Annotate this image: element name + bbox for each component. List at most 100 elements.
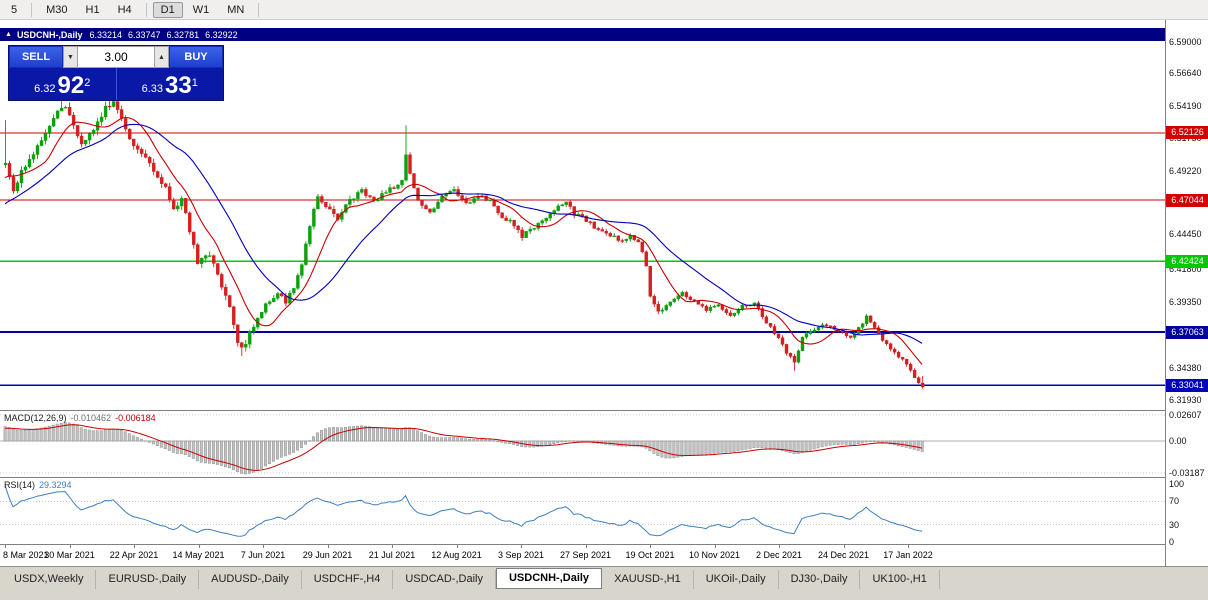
timeframe-button-h4[interactable]: H4 <box>117 3 132 16</box>
price-level-badge: 6.47044 <box>1166 193 1208 207</box>
ask-price-prefix: 6.33 <box>141 83 164 95</box>
chart-tab-xauusd-h1[interactable]: XAUUSD-,H1 <box>602 570 694 589</box>
price-axis-label: 6.44450 <box>1169 229 1202 240</box>
date-tick <box>714 545 716 548</box>
volume-input[interactable]: 3.00 <box>78 46 154 68</box>
date-axis-label: 27 Sep 2021 <box>559 550 612 560</box>
price-level-badge: 6.42424 <box>1166 254 1208 268</box>
date-axis-label: 8 Mar 2021 <box>3 550 49 560</box>
chart-symbol-label: USDCNH-,Daily <box>16 29 83 40</box>
ohlc-close: 6.32922 <box>205 29 238 40</box>
date-tick <box>5 545 6 548</box>
sell-button[interactable]: SELL <box>9 46 63 68</box>
chart-tab-ukoil-daily[interactable]: UKOil-,Daily <box>694 570 779 589</box>
timeframe-button-d1[interactable]: D1 <box>152 1 183 18</box>
chart-tab-usdchf-h4[interactable]: USDCHF-,H4 <box>302 570 394 589</box>
date-tick <box>327 545 329 548</box>
panel-divider[interactable] <box>0 410 1208 411</box>
date-axis[interactable]: 8 Mar 2021 30 Mar 2021 22 Apr 2021 14 May 2… <box>0 545 1165 565</box>
date-axis-label: 17 Jan 2022 <box>883 550 933 560</box>
timeframe-button-m30[interactable]: M30 <box>46 3 68 16</box>
rsi-name: RSI(14) <box>4 480 36 490</box>
volume-dropdown-button[interactable]: ▼ <box>63 46 78 68</box>
chart-title-bar[interactable]: ▲ USDCNH-,Daily 6.33214 6.33747 6.32781 … <box>0 28 1208 41</box>
date-tick <box>134 545 135 548</box>
buy-button[interactable]: BUY <box>169 46 223 68</box>
date-tick <box>779 545 780 548</box>
timeframe-button-mn[interactable]: MN <box>227 3 245 16</box>
price-axis-label: 6.59000 <box>1169 37 1202 47</box>
rsi-value: 29.3294 <box>39 480 72 490</box>
date-tick <box>456 545 458 548</box>
ohlc-open: 6.33214 <box>89 29 122 40</box>
date-axis-label: 19 Oct 2021 <box>625 550 675 560</box>
date-tick <box>198 545 200 548</box>
volume-stepper[interactable]: ▲ <box>154 46 169 68</box>
rsi-chart-canvas[interactable] <box>0 478 1165 544</box>
chart-tabs: USDX,Weekly EURUSD-,Daily AUDUSD-,Daily USD… <box>0 567 1208 589</box>
trade-controls-row: SELL ▼ 3.00 ▲ BUY <box>9 46 223 68</box>
chart-tab-usdx-weekly[interactable]: USDX,Weekly <box>2 570 97 589</box>
price-axis[interactable]: 6.590006.566406.541906.517506.492206.467… <box>1165 20 1208 566</box>
chart-tab-bar: USDX,Weekly EURUSD-,Daily AUDUSD-,Daily USD… <box>0 566 1208 600</box>
date-axis-label: 12 Aug 2021 <box>431 550 482 560</box>
date-axis-label: 7 Jun 2021 <box>240 550 286 560</box>
price-level-badge: 6.37063 <box>1166 325 1208 339</box>
date-tick <box>908 545 909 548</box>
rsi-axis-label: 100 <box>1169 479 1185 489</box>
collapse-icon[interactable]: ▲ <box>5 31 12 38</box>
macd-axis-label: 0.00 <box>1169 436 1187 446</box>
chart-tab-uk100-h1[interactable]: UK100-,H1 <box>860 570 940 589</box>
date-tick <box>521 545 522 548</box>
bid-price-prefix: 6.32 <box>34 83 56 95</box>
date-axis-label: 14 May 2021 <box>172 550 225 560</box>
date-tick <box>69 545 71 548</box>
trade-prices-row: 6.32 92 2 6.33 33 1 <box>9 68 223 100</box>
date-axis-label: 2 Dec 2021 <box>755 550 803 560</box>
date-axis-label: 21 Jul 2021 <box>368 550 416 560</box>
panel-divider <box>0 544 1208 545</box>
chart-tab-audusd-daily[interactable]: AUDUSD-,Daily <box>199 570 302 589</box>
toolbar-separator <box>258 2 260 17</box>
price-chart-canvas[interactable] <box>0 41 1165 410</box>
date-axis-label: 30 Mar 2021 <box>44 550 95 560</box>
ask-price[interactable]: 6.33 33 1 <box>117 68 224 100</box>
timeframe-toolbar: 5 M30 H1 H4 D1 W1 MN <box>0 0 1208 20</box>
chart-tab-usdcnh-daily[interactable]: USDCNH-,Daily <box>495 568 603 589</box>
price-axis-label: 6.54190 <box>1169 100 1202 111</box>
price-axis-label: 6.31930 <box>1169 395 1202 405</box>
ohlc-low: 6.32781 <box>166 29 200 40</box>
bid-price-pip-digit: 2 <box>84 77 91 89</box>
toolbar-separator <box>31 2 33 17</box>
rsi-indicator-label: RSI(14) 29.3294 <box>4 480 76 490</box>
chart-tab-usdcad-daily[interactable]: USDCAD-,Daily <box>393 570 496 589</box>
chart-tab-eurusd-daily[interactable]: EURUSD-,Daily <box>96 570 200 589</box>
date-tick <box>843 545 845 548</box>
timeframe-button-5[interactable]: 5 <box>11 3 18 16</box>
timeframe-button-h1[interactable]: H1 <box>85 3 100 16</box>
date-axis-label: 24 Dec 2021 <box>817 550 870 560</box>
dropdown-arrow-icon: ▼ <box>67 53 74 61</box>
macd-chart-canvas[interactable] <box>0 411 1165 477</box>
timeframe-button-w1[interactable]: W1 <box>192 3 210 16</box>
date-tick <box>263 545 264 548</box>
chart-tab-dj30-daily[interactable]: DJ30-,Daily <box>779 570 861 589</box>
panel-divider[interactable] <box>0 477 1208 478</box>
ohlc-high: 6.33747 <box>128 29 161 40</box>
ask-price-pip-digit: 1 <box>191 77 198 89</box>
macd-main-value: -0.010462 <box>70 413 112 423</box>
bid-price[interactable]: 6.32 92 2 <box>9 68 117 100</box>
price-level-badge: 6.33041 <box>1166 378 1208 392</box>
price-axis-label: 6.39350 <box>1169 296 1202 307</box>
rsi-axis-label: 30 <box>1169 519 1180 530</box>
macd-axis-label: -0.03187 <box>1169 467 1205 478</box>
date-tick <box>392 545 393 548</box>
ask-price-big-digits: 33 <box>165 72 192 99</box>
date-tick <box>585 545 587 548</box>
macd-name: MACD(12,26,9) <box>4 413 67 423</box>
price-axis-label: 6.49220 <box>1169 166 1202 177</box>
stepper-up-icon: ▲ <box>158 53 165 61</box>
macd-signal-value: -0.006184 <box>115 413 156 423</box>
one-click-trading-panel: SELL ▼ 3.00 ▲ BUY 6.32 92 2 6.33 33 1 <box>8 45 224 101</box>
